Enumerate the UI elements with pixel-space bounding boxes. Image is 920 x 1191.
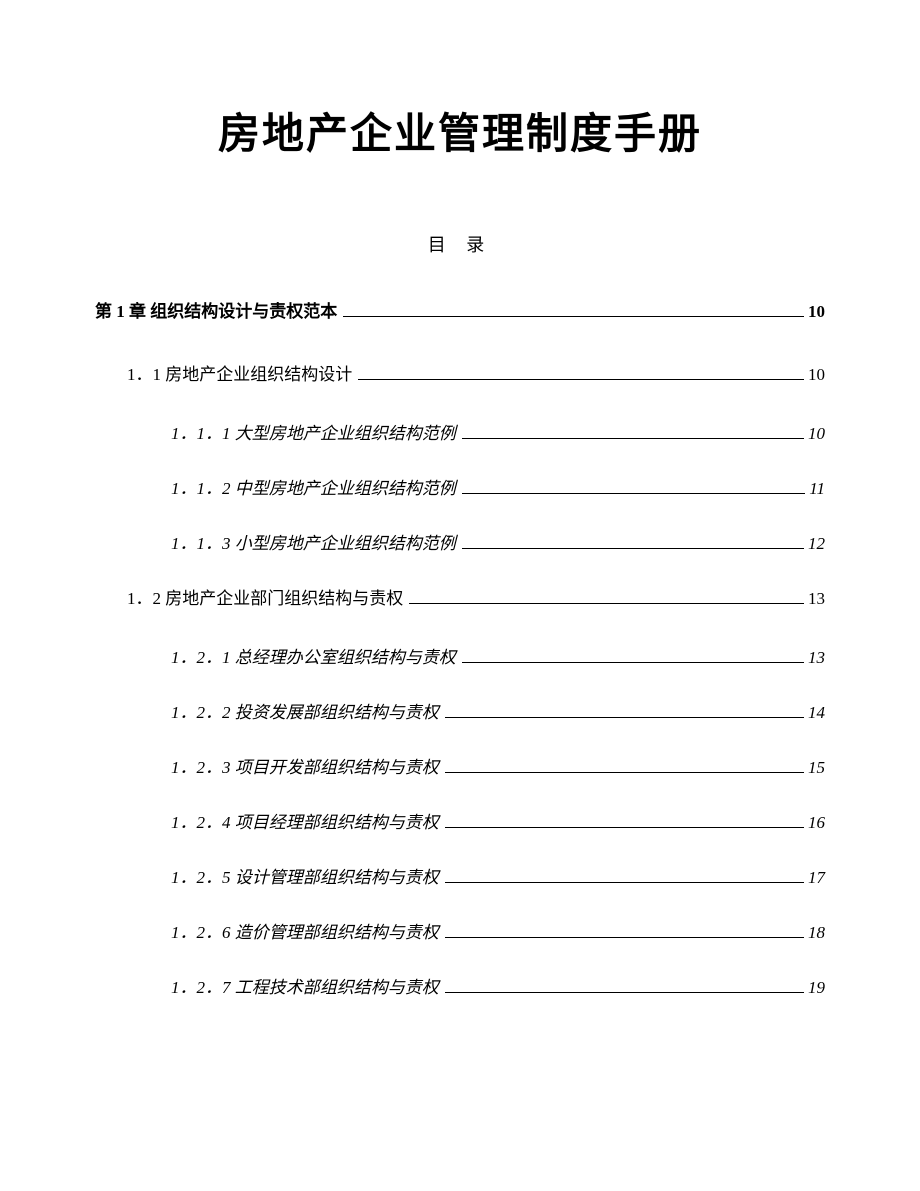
toc-entry: 1．1．1 大型房地产企业组织结构范例 10	[171, 419, 825, 444]
toc-entry: 1．1．2 中型房地产企业组织结构范例 11	[171, 474, 825, 499]
toc-text: 1．2．2 投资发展部组织结构与责权	[171, 698, 439, 723]
toc-text: 1．1．2 中型房地产企业组织结构范例	[171, 474, 456, 499]
toc-page: 13	[808, 589, 825, 609]
toc-leader	[445, 717, 804, 718]
toc-entry: 1．2 房地产企业部门组织结构与责权 13	[127, 584, 825, 609]
toc-entry: 1．2．3 项目开发部组织结构与责权 15	[171, 753, 825, 778]
toc-text: 1．2 房地产企业部门组织结构与责权	[127, 584, 403, 609]
toc-page: 15	[808, 758, 825, 778]
toc-page: 13	[808, 648, 825, 668]
toc-leader	[445, 992, 804, 993]
toc-text: 1．1．1 大型房地产企业组织结构范例	[171, 419, 456, 444]
toc-text: 1．2．6 造价管理部组织结构与责权	[171, 918, 439, 943]
toc-page: 17	[808, 868, 825, 888]
toc-page: 14	[808, 703, 825, 723]
toc-entry: 1．1 房地产企业组织结构设计 10	[127, 360, 825, 385]
toc-container: 第 1 章 组织结构设计与责权范本 10 1．1 房地产企业组织结构设计 10 …	[95, 297, 825, 998]
toc-entry: 1．2．6 造价管理部组织结构与责权 18	[171, 918, 825, 943]
toc-text: 1．2．3 项目开发部组织结构与责权	[171, 753, 439, 778]
toc-text: 1．2．7 工程技术部组织结构与责权	[171, 973, 439, 998]
toc-page: 19	[808, 978, 825, 998]
toc-page: 11	[809, 479, 825, 499]
toc-page: 10	[808, 424, 825, 444]
toc-entry: 1．2．2 投资发展部组织结构与责权 14	[171, 698, 825, 723]
toc-page: 10	[808, 302, 825, 322]
toc-leader	[445, 882, 804, 883]
toc-leader	[462, 493, 806, 494]
toc-text: 1．2．1 总经理办公室组织结构与责权	[171, 643, 456, 668]
document-title: 房地产企业管理制度手册	[95, 100, 825, 161]
toc-leader	[462, 438, 804, 439]
toc-text: 1．2．4 项目经理部组织结构与责权	[171, 808, 439, 833]
toc-entry: 1．2．1 总经理办公室组织结构与责权 13	[171, 643, 825, 668]
toc-text: 1．1 房地产企业组织结构设计	[127, 360, 352, 385]
toc-entry: 1．2．4 项目经理部组织结构与责权 16	[171, 808, 825, 833]
toc-heading: 目 录	[95, 231, 825, 257]
toc-text: 1．2．5 设计管理部组织结构与责权	[171, 863, 439, 888]
toc-leader	[445, 772, 804, 773]
toc-leader	[343, 316, 804, 317]
toc-leader	[462, 662, 804, 663]
toc-text: 1．1．3 小型房地产企业组织结构范例	[171, 529, 456, 554]
toc-entry: 1．2．7 工程技术部组织结构与责权 19	[171, 973, 825, 998]
toc-page: 10	[808, 365, 825, 385]
toc-leader	[445, 827, 804, 828]
toc-leader	[445, 937, 804, 938]
toc-page: 18	[808, 923, 825, 943]
toc-leader	[358, 379, 804, 380]
toc-entry: 第 1 章 组织结构设计与责权范本 10	[95, 297, 825, 322]
toc-page: 12	[808, 534, 825, 554]
toc-leader	[409, 603, 804, 604]
toc-leader	[462, 548, 804, 549]
toc-entry: 1．2．5 设计管理部组织结构与责权 17	[171, 863, 825, 888]
toc-text: 第 1 章 组织结构设计与责权范本	[95, 297, 337, 322]
toc-page: 16	[808, 813, 825, 833]
toc-entry: 1．1．3 小型房地产企业组织结构范例 12	[171, 529, 825, 554]
